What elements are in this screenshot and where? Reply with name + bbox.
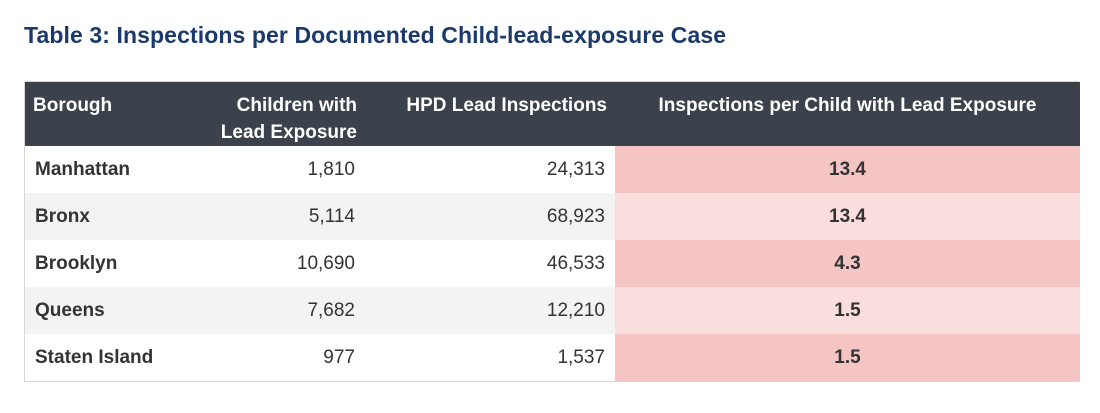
cell-hpd: 24,313 [365,146,615,193]
table-row: Staten Island 977 1,537 1.5 [25,334,1080,381]
table-row: Bronx 5,114 68,923 13.4 [25,193,1080,240]
cell-children: 1,810 [210,146,365,193]
table-row: Manhattan 1,810 24,313 13.4 [25,146,1080,193]
header-inspections-per-child: Inspections per Child with Lead Exposure [615,82,1080,146]
cell-borough: Bronx [25,193,210,240]
header-children-line2: Lead Exposure [220,122,357,143]
cell-ratio: 4.3 [615,240,1080,287]
cell-borough: Brooklyn [25,240,210,287]
cell-hpd: 12,210 [365,287,615,334]
cell-borough: Queens [25,287,210,334]
table-header-row: Borough Children with Lead Exposure HPD … [25,82,1080,146]
table-row: Queens 7,682 12,210 1.5 [25,287,1080,334]
header-children-line1: Children with [236,95,357,116]
cell-borough: Staten Island [25,334,210,381]
cell-children: 977 [210,334,365,381]
cell-children: 5,114 [210,193,365,240]
cell-hpd: 68,923 [365,193,615,240]
cell-ratio: 13.4 [615,193,1080,240]
cell-ratio: 13.4 [615,146,1080,193]
header-hpd-inspections: HPD Lead Inspections [365,82,615,146]
table-title: Table 3: Inspections per Documented Chil… [24,22,727,48]
cell-borough: Manhattan [25,146,210,193]
cell-ratio: 1.5 [615,334,1080,381]
table-row: Brooklyn 10,690 46,533 4.3 [25,240,1080,287]
inspections-table: Borough Children with Lead Exposure HPD … [24,81,1080,382]
cell-hpd: 46,533 [365,240,615,287]
cell-hpd: 1,537 [365,334,615,381]
cell-children: 10,690 [210,240,365,287]
header-borough: Borough [25,82,210,146]
cell-ratio: 1.5 [615,287,1080,334]
header-children: Children with Lead Exposure [210,82,365,146]
cell-children: 7,682 [210,287,365,334]
